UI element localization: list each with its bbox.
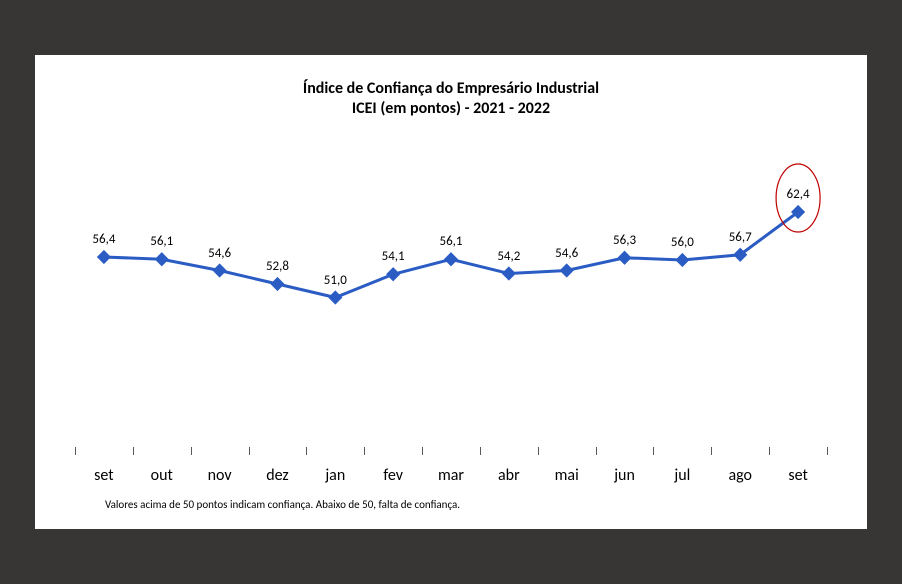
- x-tick: [480, 447, 481, 455]
- data-marker: [270, 277, 284, 291]
- data-label: 62,4: [787, 187, 810, 202]
- data-label: 51,0: [324, 273, 347, 288]
- line-series: [75, 155, 827, 455]
- title-line-1: Índice de Confiança do Empresário Indust…: [35, 79, 867, 99]
- data-marker: [617, 251, 631, 265]
- data-marker: [386, 267, 400, 281]
- data-marker: [97, 250, 111, 264]
- x-tick: [364, 447, 365, 455]
- x-tick: [75, 447, 76, 455]
- data-marker: [328, 290, 342, 304]
- data-label: 52,8: [266, 259, 289, 274]
- data-label: 54,2: [497, 249, 520, 264]
- x-axis-label: nov: [208, 466, 232, 485]
- x-axis-label: mai: [555, 466, 579, 485]
- x-tick: [653, 447, 654, 455]
- x-tick: [191, 447, 192, 455]
- data-label: 54,6: [208, 246, 231, 261]
- x-tick: [249, 447, 250, 455]
- x-axis-label: jul: [674, 466, 690, 485]
- x-axis-label: jun: [614, 466, 635, 485]
- x-axis-label: abr: [498, 466, 520, 485]
- x-axis-label: set: [788, 466, 808, 485]
- data-label: 56,7: [729, 230, 752, 245]
- x-axis-label: set: [94, 466, 114, 485]
- x-tick: [538, 447, 539, 455]
- x-tick: [596, 447, 597, 455]
- data-label: 56,1: [150, 234, 173, 249]
- x-axis-label: ago: [728, 466, 752, 485]
- chart-title: Índice de Confiança do Empresário Indust…: [35, 79, 867, 119]
- x-tick: [422, 447, 423, 455]
- data-marker: [675, 253, 689, 267]
- x-tick: [769, 447, 770, 455]
- plot-area: set56,4out56,1nov54,6dez52,8jan51,0fev54…: [75, 155, 827, 455]
- x-tick: [306, 447, 307, 455]
- x-axis-label: mar: [438, 466, 464, 485]
- x-tick: [711, 447, 712, 455]
- chart-canvas: Índice de Confiança do Empresário Indust…: [35, 55, 867, 529]
- chart-footnote: Valores acima de 50 pontos indicam confi…: [105, 498, 460, 511]
- title-line-2: ICEI (em pontos) - 2021 - 2022: [35, 99, 867, 119]
- data-label: 56,1: [439, 234, 462, 249]
- x-axis-label: jan: [325, 466, 345, 485]
- data-marker: [155, 252, 169, 266]
- data-marker: [502, 266, 516, 280]
- data-marker: [444, 252, 458, 266]
- data-label: 54,6: [555, 246, 578, 261]
- data-label: 54,1: [382, 249, 405, 264]
- data-label: 56,0: [671, 235, 694, 250]
- x-tick: [133, 447, 134, 455]
- x-tick: [827, 447, 828, 455]
- x-axis-label: fev: [383, 466, 403, 485]
- x-axis-label: out: [151, 466, 173, 485]
- data-marker: [560, 263, 574, 277]
- data-marker: [213, 263, 227, 277]
- x-axis-label: dez: [266, 466, 289, 485]
- data-label: 56,4: [92, 232, 115, 247]
- data-label: 56,3: [613, 233, 636, 248]
